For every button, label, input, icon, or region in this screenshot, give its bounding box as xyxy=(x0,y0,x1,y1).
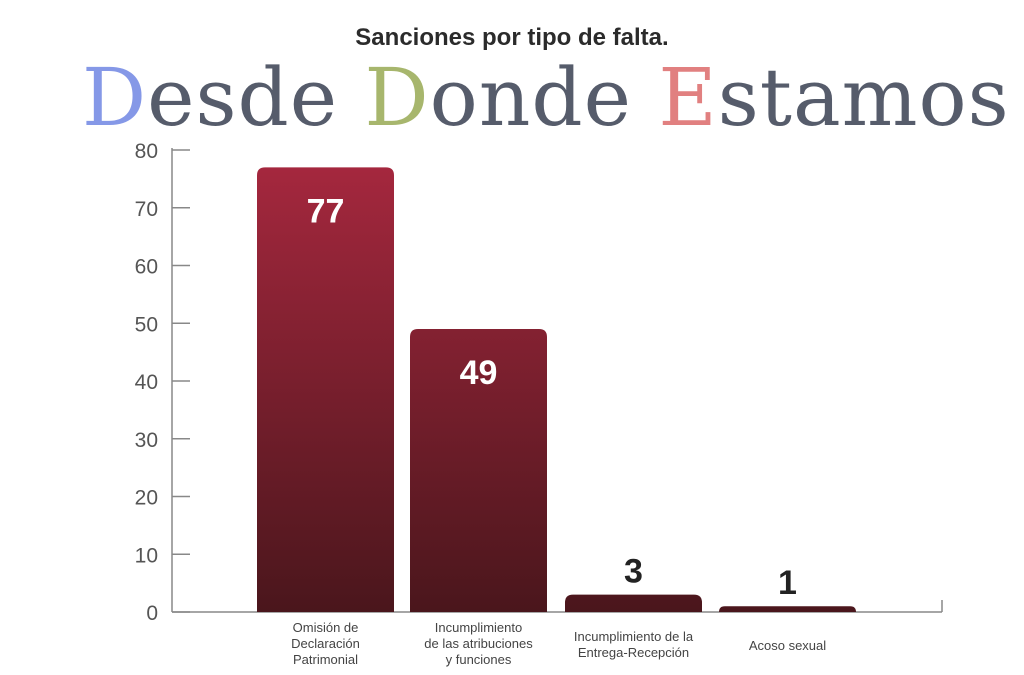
bar xyxy=(410,329,547,612)
bar xyxy=(257,167,394,612)
watermark: Desde Donde Estamos xyxy=(82,58,1010,138)
x-tick-label: Incumplimiento de la xyxy=(574,629,694,644)
x-tick-label: Entrega-Recepción xyxy=(578,645,689,660)
chart-title: Sanciones por tipo de falta. xyxy=(355,24,669,51)
bar xyxy=(719,606,856,612)
data-label: 3 xyxy=(624,553,643,591)
watermark-text: stamos xyxy=(717,51,1010,144)
x-tick-label: Omisión de xyxy=(293,620,359,635)
watermark-text: esde xyxy=(147,51,365,144)
x-tick-label: Acoso sexual xyxy=(749,638,826,653)
y-tick-label: 20 xyxy=(135,487,158,510)
watermark-text: D xyxy=(82,51,148,144)
y-tick-label: 50 xyxy=(135,313,158,336)
watermark-text: onde xyxy=(429,51,659,144)
y-tick-label: 10 xyxy=(135,544,158,567)
y-tick-label: 80 xyxy=(135,140,158,163)
x-tick-label: y funciones xyxy=(446,652,512,667)
x-tick-label: de las atribuciones xyxy=(424,636,533,651)
y-tick-label: 60 xyxy=(135,256,158,279)
y-tick-label: 40 xyxy=(135,371,158,394)
y-tick-label: 0 xyxy=(146,602,158,625)
x-tick-label: Declaración xyxy=(291,636,360,651)
data-label: 1 xyxy=(778,564,797,602)
watermark-text: D xyxy=(364,51,430,144)
bar xyxy=(565,594,702,612)
y-tick-label: 30 xyxy=(135,429,158,452)
watermark-text: E xyxy=(658,51,718,144)
x-tick-label: Incumplimiento xyxy=(435,620,522,635)
data-label: 77 xyxy=(307,192,345,230)
x-tick-label: Patrimonial xyxy=(293,652,358,667)
data-label: 49 xyxy=(460,354,498,392)
y-tick-label: 70 xyxy=(135,198,158,221)
